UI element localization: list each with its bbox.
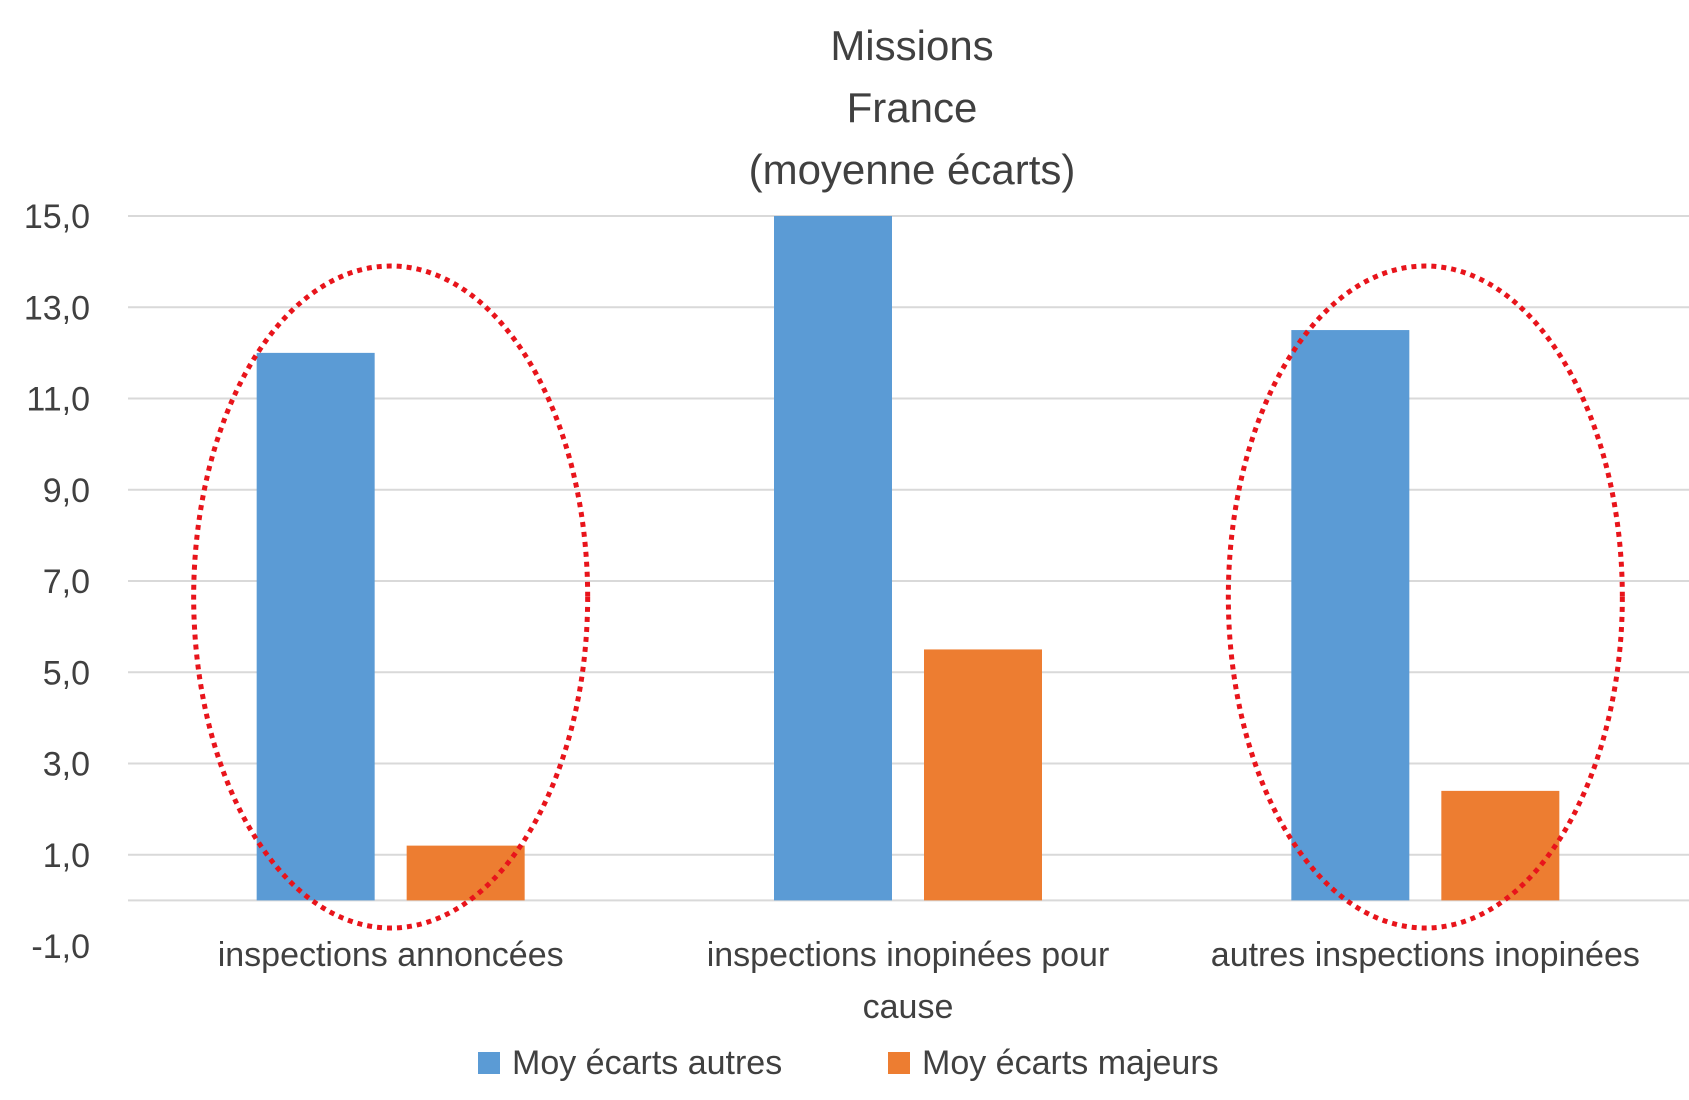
chart-title-line: (moyenne écarts) (749, 146, 1076, 193)
y-tick-label: 13,0 (24, 289, 90, 327)
bar-moy-écarts-majeurs (1441, 790, 1560, 901)
bar-moy-écarts-autres (256, 352, 375, 901)
legend-label: Moy écarts majeurs (922, 1044, 1219, 1082)
y-tick-label: 3,0 (43, 746, 90, 784)
bars (256, 216, 1560, 901)
x-category-label: inspections annoncées (218, 936, 564, 974)
bar-moy-écarts-autres (1291, 330, 1410, 901)
y-tick-label: 1,0 (43, 837, 90, 875)
chart-title-line: Missions (830, 22, 993, 69)
y-tick-label: 15,0 (24, 198, 90, 236)
bar-moy-écarts-majeurs (924, 649, 1042, 901)
y-tick-label: 5,0 (43, 654, 90, 692)
y-tick-label: 7,0 (43, 563, 90, 601)
bar-moy-écarts-majeurs (406, 845, 525, 901)
chart-title: Missions France (moyenne écarts) (749, 22, 1076, 193)
x-category-label: autres inspections inopinées (1211, 936, 1640, 974)
legend: Moy écarts autres Moy écarts majeurs (478, 1044, 1219, 1082)
y-axis-ticks: 15,0 13,0 11,0 9,0 7,0 5,0 3,0 1,0 -1,0 (24, 198, 90, 966)
x-category-label: inspections inopinées pour (707, 936, 1110, 974)
highlight-ellipse (1225, 263, 1625, 931)
y-tick-label: 11,0 (26, 381, 90, 419)
gridlines (128, 215, 1689, 902)
y-tick-label: -1,0 (31, 928, 90, 966)
x-axis-categories: inspections annoncées inspections inopiné… (218, 936, 1640, 1026)
highlight-ellipse (191, 263, 591, 931)
legend-label: Moy écarts autres (512, 1044, 782, 1082)
chart-title-line: France (847, 84, 978, 131)
bar-moy-écarts-autres (774, 216, 892, 901)
x-category-label: cause (863, 988, 954, 1026)
legend-swatch (478, 1052, 500, 1074)
legend-swatch (888, 1052, 910, 1074)
y-tick-label: 9,0 (43, 472, 90, 510)
annotations (191, 263, 1625, 931)
